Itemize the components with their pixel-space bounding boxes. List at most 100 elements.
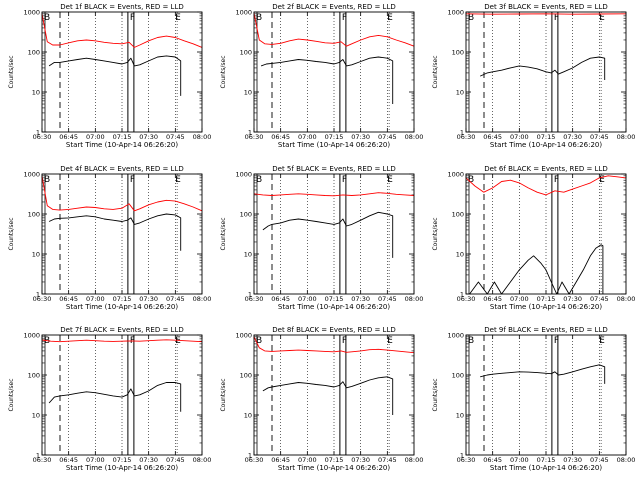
y-tick-label: 100 xyxy=(452,49,464,57)
x-tick-label: 07:15 xyxy=(537,456,556,464)
x-axis-label: Start Time (10-Apr-14 06:26:20) xyxy=(278,141,390,149)
plot-frame xyxy=(41,11,203,133)
plot-frame xyxy=(465,173,627,295)
y-tick-label: 10 xyxy=(244,89,252,97)
y-axis-label: Counts/sec xyxy=(8,378,15,411)
x-tick-label: 07:00 xyxy=(510,133,529,141)
x-tick-label: 08:00 xyxy=(193,456,212,464)
lld-series-line xyxy=(41,339,203,343)
y-tick-label: 10 xyxy=(32,89,40,97)
y-tick-label: 1 xyxy=(36,129,40,137)
x-axis-label: Start Time (10-Apr-14 06:26:20) xyxy=(278,303,390,311)
plot-frame xyxy=(465,11,627,133)
chart-panel-1: Det 1f BLACK = Events, RED = LLD Counts/s… xyxy=(8,3,211,149)
y-axis-label: Counts/sec xyxy=(432,55,439,88)
x-tick-label: 08:00 xyxy=(405,295,424,303)
x-tick-label: 07:45 xyxy=(378,456,397,464)
x-axis-label: Start Time (10-Apr-14 06:26:20) xyxy=(66,141,178,149)
y-tick-label: 1 xyxy=(36,291,40,299)
x-tick-label: 07:00 xyxy=(510,295,529,303)
y-tick-label: 100 xyxy=(240,372,252,380)
y-axis-label: Counts/sec xyxy=(8,217,15,250)
x-tick-label: 06:30 xyxy=(245,456,264,464)
x-tick-label: 06:45 xyxy=(483,295,502,303)
events-series-line xyxy=(480,56,606,80)
y-tick-label: 100 xyxy=(28,211,40,219)
marker-label-b: B xyxy=(256,336,262,346)
x-tick-label: 07:15 xyxy=(325,133,344,141)
x-tick-label: 07:00 xyxy=(510,456,529,464)
x-tick-label: 07:15 xyxy=(325,456,344,464)
x-tick-label: 07:15 xyxy=(113,295,132,303)
events-series-line xyxy=(48,55,182,96)
x-tick-label: 07:15 xyxy=(113,133,132,141)
x-tick-label: 08:00 xyxy=(193,295,212,303)
x-tick-label: 07:30 xyxy=(351,133,370,141)
lld-series-line xyxy=(253,12,415,47)
marker-label-e: E xyxy=(175,175,181,185)
marker-label-e: E xyxy=(387,175,393,185)
lld-series-line xyxy=(253,192,415,197)
x-tick-label: 08:00 xyxy=(617,133,636,141)
x-tick-label: 07:30 xyxy=(563,133,582,141)
marker-label-e: E xyxy=(387,336,393,346)
x-tick-label: 06:30 xyxy=(245,133,264,141)
x-tick-label: 07:30 xyxy=(139,133,158,141)
y-tick-label: 10 xyxy=(456,251,464,259)
x-tick-label: 06:45 xyxy=(483,133,502,141)
lld-series-line xyxy=(253,336,415,354)
chart-title: Det 2f BLACK = Events, RED = LLD xyxy=(272,3,395,11)
x-axis-label: Start Time (10-Apr-14 06:26:20) xyxy=(490,464,602,472)
chart-title: Det 4f BLACK = Events, RED = LLD xyxy=(60,165,183,173)
y-tick-label: 10 xyxy=(32,412,40,420)
y-tick-label: 1 xyxy=(460,129,464,137)
plot-frame xyxy=(465,334,627,456)
x-tick-label: 07:15 xyxy=(113,456,132,464)
x-tick-label: 08:00 xyxy=(405,133,424,141)
plot-frame xyxy=(253,11,415,133)
chart-title: Det 1f BLACK = Events, RED = LLD xyxy=(60,3,183,11)
x-tick-label: 07:15 xyxy=(537,295,556,303)
x-tick-label: 07:30 xyxy=(139,456,158,464)
y-tick-label: 1 xyxy=(248,291,252,299)
marker-label-f: F xyxy=(554,13,559,23)
marker-label-f: F xyxy=(554,336,559,346)
x-tick-label: 07:00 xyxy=(86,295,105,303)
x-tick-label: 07:45 xyxy=(378,295,397,303)
y-tick-label: 100 xyxy=(240,49,252,57)
marker-label-f: F xyxy=(342,175,347,185)
x-tick-label: 07:30 xyxy=(351,295,370,303)
x-tick-label: 06:45 xyxy=(483,456,502,464)
plot-frame xyxy=(253,334,415,456)
x-tick-label: 06:45 xyxy=(59,133,78,141)
x-tick-label: 07:45 xyxy=(166,133,185,141)
chart-panel-6: Det 6f BLACK = Events, RED = LLD Counts/s… xyxy=(432,165,635,311)
y-tick-label: 10 xyxy=(32,251,40,259)
y-tick-label: 1000 xyxy=(23,171,40,179)
x-axis-label: Start Time (10-Apr-14 06:26:20) xyxy=(490,141,602,149)
x-axis-label: Start Time (10-Apr-14 06:26:20) xyxy=(66,303,178,311)
marker-label-e: E xyxy=(599,175,605,185)
x-tick-label: 07:45 xyxy=(590,133,609,141)
lld-series-line xyxy=(41,175,203,212)
x-tick-label: 07:00 xyxy=(298,295,317,303)
marker-label-e: E xyxy=(599,13,605,23)
events-series-line xyxy=(260,56,394,104)
y-tick-label: 1000 xyxy=(23,9,40,17)
x-tick-label: 07:00 xyxy=(86,456,105,464)
x-tick-label: 07:45 xyxy=(166,456,185,464)
x-tick-label: 06:30 xyxy=(457,456,476,464)
x-tick-label: 07:45 xyxy=(590,295,609,303)
marker-label-b: B xyxy=(468,336,474,346)
plot-frame xyxy=(41,173,203,295)
chart-panel-7: Det 7f BLACK = Events, RED = LLD Counts/s… xyxy=(8,326,211,472)
x-axis-label: Start Time (10-Apr-14 06:26:20) xyxy=(66,464,178,472)
chart-panel-4: Det 4f BLACK = Events, RED = LLD Counts/s… xyxy=(8,165,211,311)
marker-label-f: F xyxy=(130,175,135,185)
y-axis-label: Counts/sec xyxy=(432,217,439,250)
y-tick-label: 100 xyxy=(28,372,40,380)
x-tick-label: 07:30 xyxy=(563,295,582,303)
x-tick-label: 06:30 xyxy=(33,456,52,464)
lld-series-line xyxy=(465,175,627,196)
marker-label-f: F xyxy=(342,13,347,23)
